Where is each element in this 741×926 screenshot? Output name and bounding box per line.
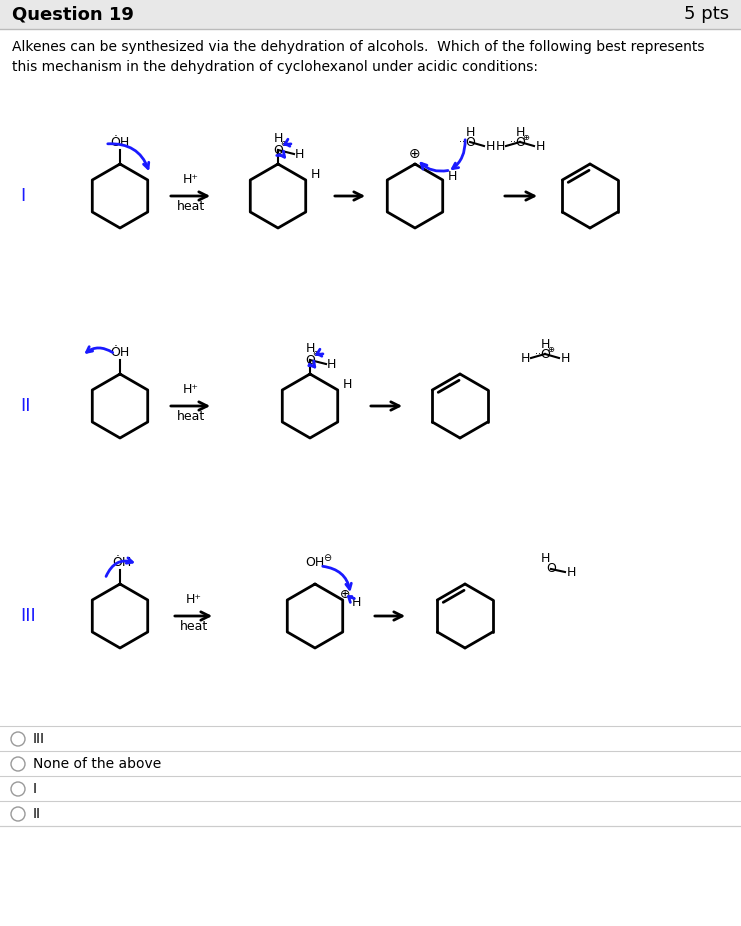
Text: H: H [343, 379, 353, 392]
Text: III: III [33, 732, 45, 746]
Text: heat: heat [177, 200, 205, 213]
Circle shape [11, 732, 25, 746]
Bar [0, 0, 741, 29]
Circle shape [11, 782, 25, 796]
Text: None of the above: None of the above [33, 757, 162, 771]
Text: ȮH: ȮH [110, 135, 130, 148]
Text: H⁺: H⁺ [186, 593, 202, 606]
Text: O: O [273, 144, 283, 156]
Text: H: H [305, 342, 315, 355]
Text: H: H [311, 169, 320, 181]
Text: II: II [33, 807, 41, 821]
Text: ȮH: ȮH [110, 345, 130, 358]
Text: H: H [294, 147, 304, 160]
Text: III: III [20, 607, 36, 625]
Text: heat: heat [177, 410, 205, 423]
Circle shape [11, 757, 25, 771]
Text: H: H [566, 566, 576, 579]
Text: heat: heat [180, 620, 208, 633]
Text: H⁺: H⁺ [183, 383, 199, 396]
Text: O: O [465, 135, 475, 148]
Text: H: H [515, 126, 525, 139]
Text: H: H [465, 126, 475, 139]
Text: ȮH: ȮH [113, 556, 132, 569]
Text: O: O [515, 135, 525, 148]
Text: H: H [273, 131, 282, 144]
Text: ··: ·· [510, 137, 516, 147]
Text: H: H [448, 169, 457, 182]
Text: ⊖: ⊖ [323, 553, 331, 563]
Text: ⊕: ⊕ [339, 589, 350, 602]
Text: H: H [352, 595, 362, 608]
Text: Question 19: Question 19 [12, 5, 134, 23]
Text: H: H [495, 140, 505, 153]
Text: ⊕: ⊕ [409, 147, 421, 161]
Text: Alkenes can be synthesized via the dehydration of alcohols.  Which of the follow: Alkenes can be synthesized via the dehyd… [12, 40, 705, 73]
Text: ⊕: ⊕ [548, 344, 554, 354]
Text: ··: ·· [459, 137, 465, 147]
Text: II: II [20, 397, 30, 415]
Text: H: H [540, 553, 550, 566]
Text: ⊕: ⊕ [522, 132, 530, 142]
Text: I: I [20, 187, 25, 205]
Text: H⁺: H⁺ [183, 173, 199, 186]
Text: H: H [535, 140, 545, 153]
Text: ··: ·· [535, 349, 541, 359]
Text: ⊕: ⊕ [281, 140, 288, 148]
Text: O: O [540, 347, 550, 360]
Text: OH: OH [305, 556, 325, 569]
Circle shape [11, 807, 25, 821]
Text: H: H [540, 337, 550, 351]
Text: H: H [560, 352, 570, 365]
Text: ⊕: ⊕ [313, 349, 319, 358]
Text: H: H [326, 357, 336, 370]
Text: O: O [546, 562, 556, 575]
Text: H: H [520, 352, 530, 365]
Text: I: I [33, 782, 37, 796]
Text: 5 pts: 5 pts [684, 5, 729, 23]
Text: O: O [305, 354, 315, 367]
Text: H: H [485, 140, 495, 153]
